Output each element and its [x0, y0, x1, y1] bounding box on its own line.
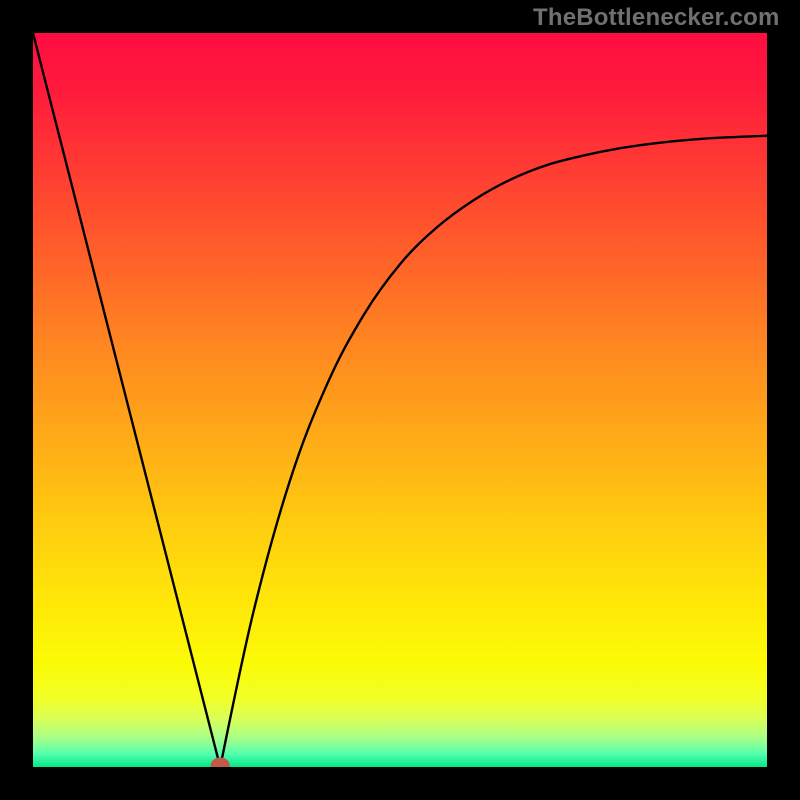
watermark-text: TheBottlenecker.com [533, 4, 780, 32]
chart-frame [33, 33, 767, 767]
chart-svg [33, 33, 767, 767]
